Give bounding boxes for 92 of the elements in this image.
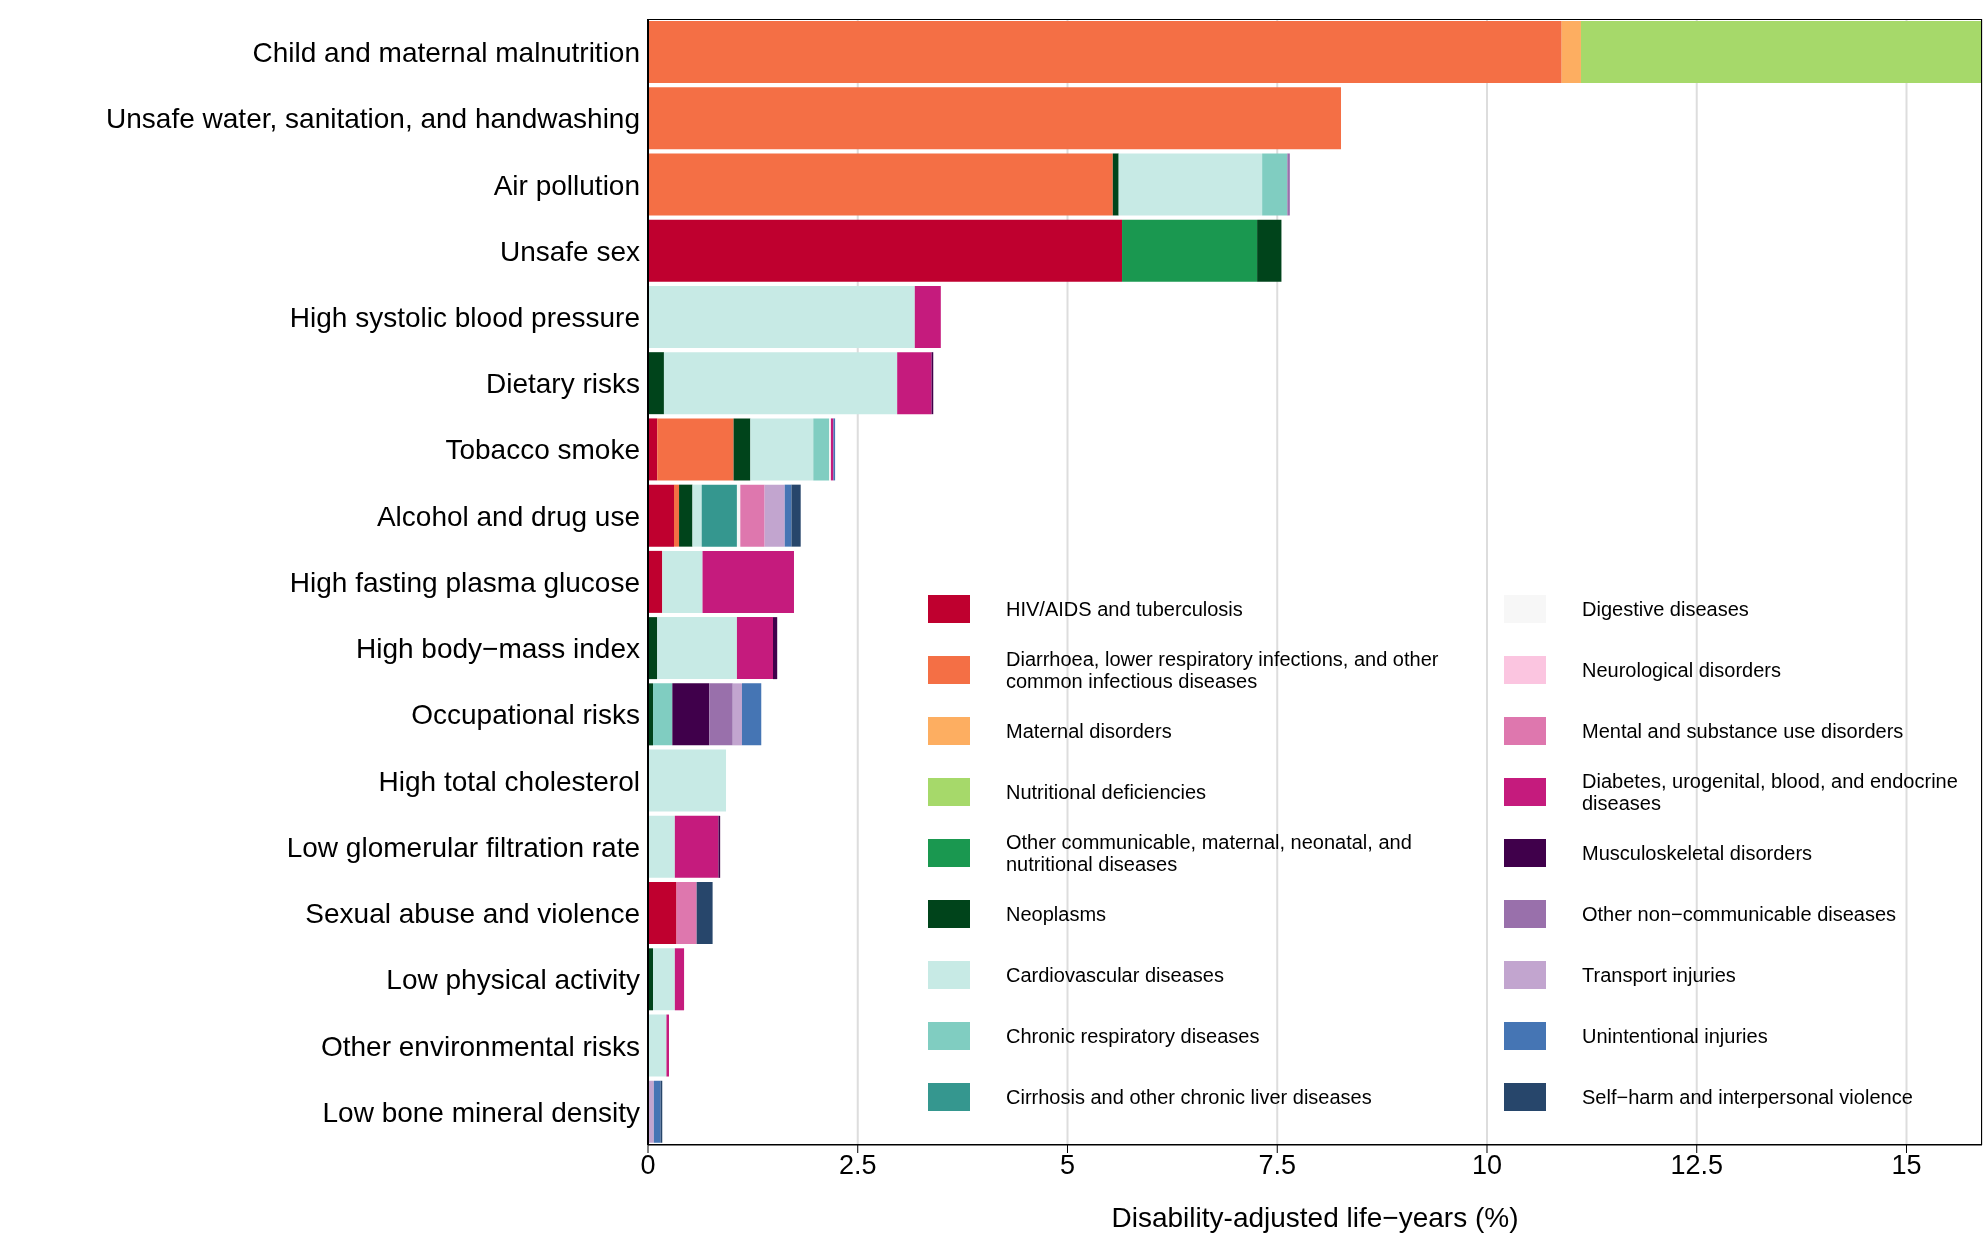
bar [672,683,710,746]
bar [663,352,898,415]
legend-label: Diabetes, urogenital, blood, and endocrine diseases [1582,769,1959,814]
bar [674,815,719,878]
y-tick-label: Child and maternal malnutrition [252,37,640,69]
bar [648,153,1113,216]
legend-label: Cirrhosis and other chronic liver diseases [1006,1085,1372,1108]
bar [679,484,693,547]
bar [741,683,762,746]
legend-label: Neurological disorders [1582,658,1781,681]
legend-label: HIV/AIDS and tuberculosis [1006,597,1243,620]
bar [657,617,737,680]
bar [692,484,702,547]
bar [648,1014,667,1077]
bar [653,948,675,1011]
y-tick-label: Tobacco smoke [445,434,640,466]
bar [1262,153,1288,216]
legend-label: Mental and substance use disorders [1582,719,1904,742]
x-axis-title: Disability-adjusted life−years (%) [1111,1202,1519,1233]
bar [897,352,932,415]
y-tick-label: Occupational risks [411,699,640,731]
x-tick-label: 12.5 [1670,1150,1724,1181]
bar [1112,153,1119,216]
y-tick-label: Unsafe water, sanitation, and handwashing [106,103,640,135]
y-tick-label: High systolic blood pressure [289,302,640,333]
bar [648,815,675,878]
bar [653,1080,661,1143]
legend-label: Other non−communicable diseases [1582,902,1897,925]
bar [702,550,794,613]
bar [733,418,751,481]
bar [648,352,664,415]
bar [648,219,1123,282]
y-tick-label: Low glomerular filtration rate [286,831,640,863]
x-tick-label: 2.5 [838,1150,877,1181]
bar [736,617,774,680]
bar [676,882,697,945]
y-tick-label: Unsafe sex [499,235,640,267]
bar [791,484,801,547]
legend-label: Musculoskeletal disorders [1582,841,1813,864]
legend-label: Other communicable, maternal, neonatal, and nutritional diseases [1006,830,1413,875]
legend-label: Self−harm and interpersonal violence [1582,1085,1913,1108]
legend-label: Chronic respiratory diseases [1006,1024,1260,1047]
bar [653,683,673,746]
x-tick-label: 15 [1891,1150,1922,1181]
bar [674,948,685,1011]
bar [648,550,663,613]
bar [662,550,703,613]
bar [1580,21,1982,83]
bar [764,484,785,547]
legend-label: Transport injuries [1582,963,1736,986]
x-tick-label: 7.5 [1258,1150,1297,1181]
bar [1118,153,1263,216]
bar [732,683,742,746]
legend-label: Unintentional injuries [1582,1024,1768,1047]
bar [648,285,915,348]
y-tick-label: High body−mass index [355,633,640,665]
bar [696,882,713,945]
x-tick-label: 5 [1059,1150,1076,1181]
y-tick-label: High total cholesterol [378,765,640,797]
bar [648,882,677,945]
bar [1561,21,1581,83]
y-tick-label: Dietary risks [485,368,640,400]
y-tick-label: Alcohol and drug use [376,500,640,532]
legend-label: Digestive diseases [1582,597,1749,620]
y-tick-label: Other environmental risks [320,1030,640,1062]
y-tick-label: Low bone mineral density [322,1096,640,1128]
bar [648,21,1562,83]
bar [914,285,941,348]
legend-label: Neoplasms [1006,902,1107,925]
x-tick-label: 0 [640,1150,656,1181]
y-tick-label: High fasting plasma glucose [289,566,640,598]
bar [813,418,830,481]
bar [674,484,680,547]
y-tick-label: Sexual abuse and violence [305,898,640,930]
y-tick-label: Low physical activity [386,964,640,996]
legend-label: Nutritional deficiencies [1006,780,1207,803]
bar [750,418,814,481]
y-tick-label: Air pollution [493,169,640,201]
legend-label: Cardiovascular diseases [1006,963,1224,986]
legend-label: Maternal disorders [1006,719,1172,742]
bar [773,617,778,680]
bar [648,749,727,812]
bar [648,87,1342,150]
bar [1287,153,1290,216]
bar [648,484,675,547]
bar [709,683,733,746]
x-tick-label: 10 [1471,1150,1503,1181]
bar [666,1014,669,1077]
bar [1257,219,1282,282]
bar [657,418,734,481]
legend-label: Diarrhoea, lower respiratory infections, and other common infectious diseases [1006,647,1440,692]
bar [1122,219,1258,282]
